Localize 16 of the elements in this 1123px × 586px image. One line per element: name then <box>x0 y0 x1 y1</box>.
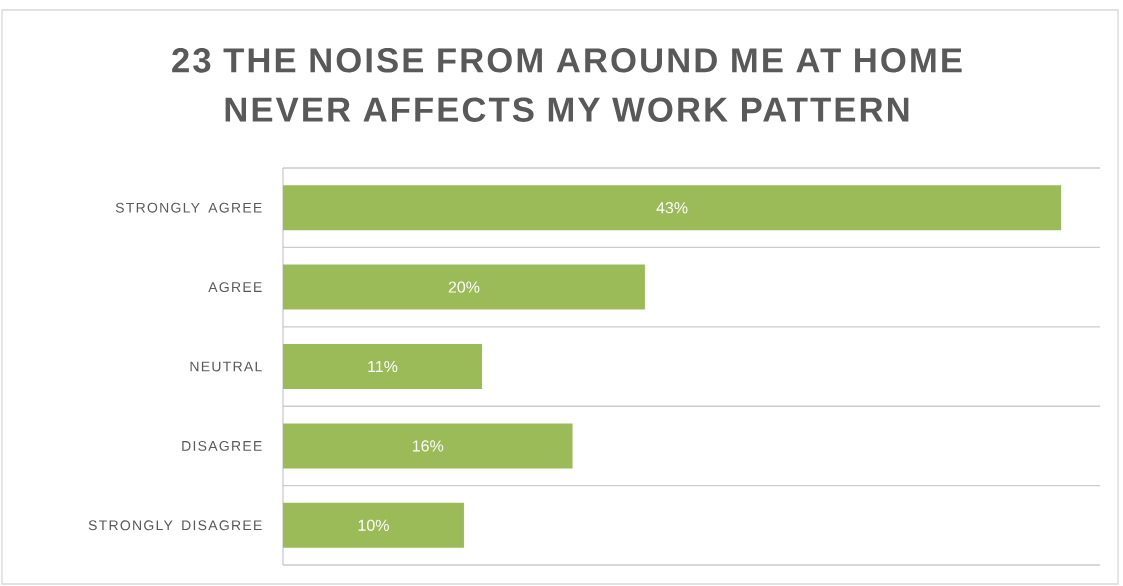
data-label: 10% <box>358 519 389 531</box>
data-label: 16% <box>412 440 444 452</box>
data-label: 20% <box>448 281 480 293</box>
y-tick-label: STRONGLY DISAGREE <box>88 520 262 531</box>
y-tick-label: DISAGREE <box>182 440 262 451</box>
data-label: 11% <box>368 360 398 373</box>
bar <box>283 502 464 548</box>
chart-title: 23 THE NOISE FROM AROUND ME AT HOME NEVER AFFECTS MY WORK PATTERN <box>172 48 962 122</box>
y-tick-label: STRONGLY AGREE <box>115 202 262 213</box>
data-label: 43% <box>656 202 688 214</box>
y-tick-label: NEUTRAL <box>190 361 262 372</box>
bar <box>283 264 645 310</box>
bar <box>283 423 573 469</box>
y-tick-label: AGREE <box>208 282 262 293</box>
bar <box>283 344 483 390</box>
bar <box>283 185 1062 231</box>
